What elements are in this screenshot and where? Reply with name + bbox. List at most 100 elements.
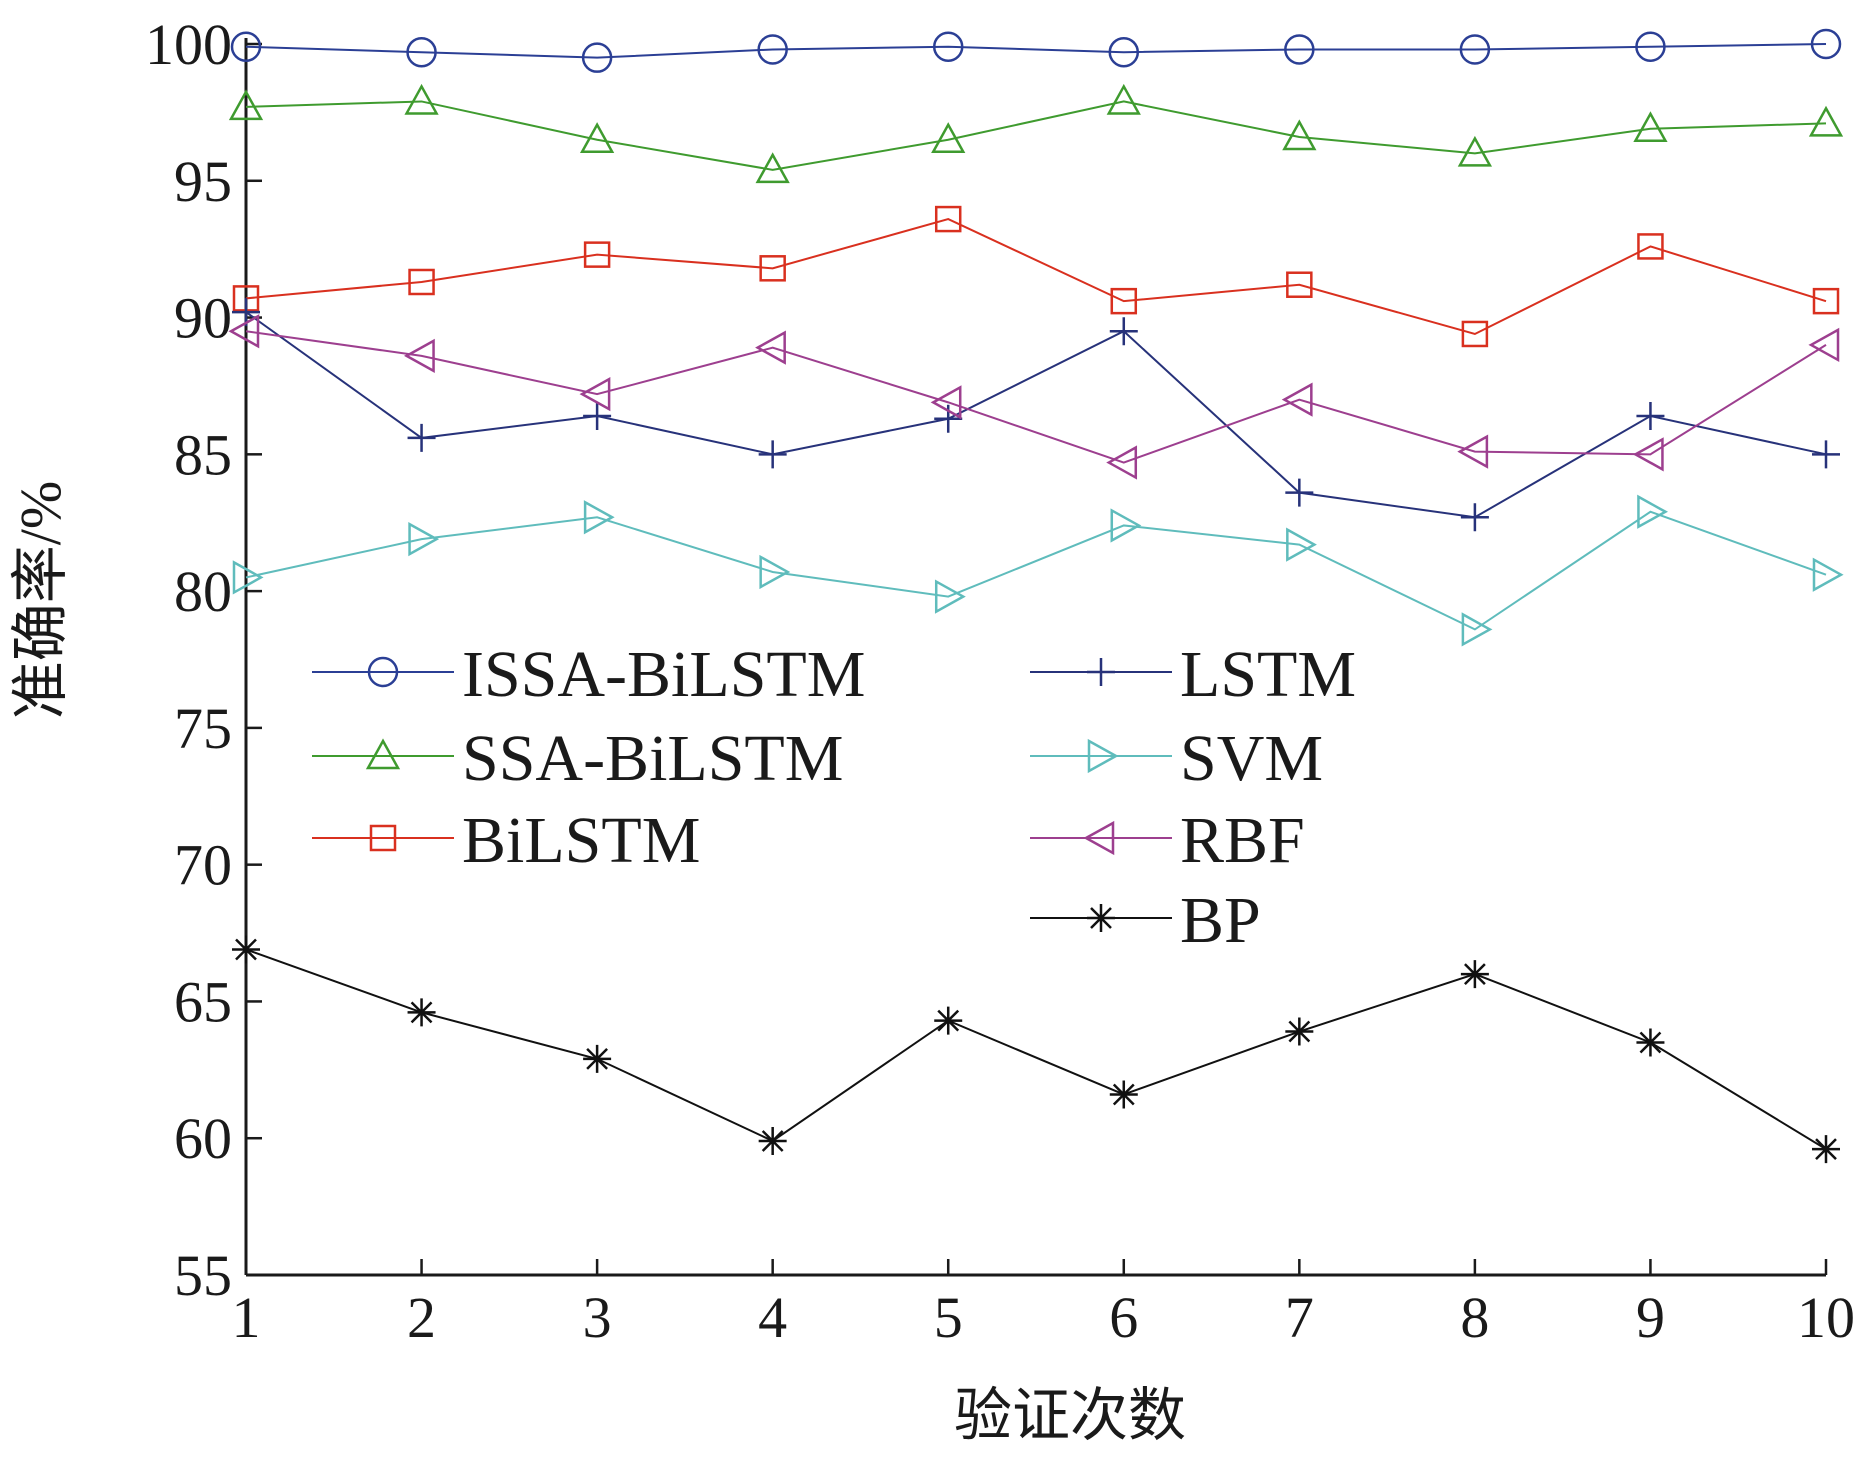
legend-marker [365,738,401,770]
data-point [232,560,264,595]
data-point [403,338,435,373]
data-point [404,83,439,115]
legend-entry-svm: SVM [1030,722,1323,795]
data-point [1808,327,1840,363]
series-issa-bilstm [230,28,1842,73]
legend-marker [1087,904,1115,932]
data-point [1285,1017,1314,1046]
data-point [407,423,436,452]
x-tick-label: 10 [1797,1285,1855,1350]
data-point [408,522,440,557]
legend-label: BP [1180,884,1261,957]
legend-marker [369,824,397,852]
data-point [1460,960,1489,989]
data-point [1286,271,1313,298]
data-point [1633,111,1668,143]
data-point [1457,135,1493,167]
data-point [1108,36,1140,68]
data-point [1286,527,1317,562]
data-point [759,255,786,282]
data-point [406,36,437,68]
legend-entry-lstm: LSTM [1030,638,1356,711]
y-tick-label: 70 [174,833,232,898]
data-point [583,500,615,535]
legend-entry-bp: BP [1030,884,1261,957]
data-point [228,89,264,121]
data-point [230,31,262,62]
data-point [228,314,260,349]
data-point [1284,34,1315,65]
y-tick-label: 60 [174,1106,232,1171]
data-point [1459,34,1491,65]
data-point [1110,508,1142,543]
data-point [1460,503,1489,532]
data-point [1109,1080,1138,1109]
series-line [245,510,1827,631]
legend-marker [1087,658,1115,686]
data-point [1637,494,1669,529]
x-tick-label: 2 [407,1285,436,1350]
legend-label: BiLSTM [462,804,700,877]
x-axis-label: 验证次数 [954,1383,1186,1448]
data-point [1461,612,1493,647]
data-point [1106,83,1141,115]
data-point [755,152,790,184]
legend-marker [367,656,399,688]
legend-label: SSA-BiLSTM [462,722,843,795]
series-lstm [232,298,1840,532]
data-point [1106,445,1138,480]
series-line [245,100,1827,171]
series-svm [232,494,1844,647]
data-point [1810,28,1842,60]
series-line [245,330,1827,464]
legend-label: RBF [1180,804,1305,877]
data-point [758,1126,787,1155]
data-point [1109,317,1138,346]
y-tick-label: 95 [174,149,232,214]
data-point [1632,437,1664,472]
data-point [1636,402,1665,431]
data-point [758,440,787,469]
series-bilstm [232,205,1840,348]
data-point [930,385,962,420]
data-point [1110,287,1138,315]
data-point [1461,320,1489,348]
data-point [407,998,436,1027]
series-layer [228,28,1844,1164]
data-point [759,554,791,590]
data-point [1281,382,1313,417]
x-tick-label: 6 [1109,1285,1138,1350]
data-point [757,34,788,65]
legend-label: LSTM [1180,638,1356,711]
y-tick-label: 55 [174,1243,232,1308]
data-point [1635,31,1666,62]
data-point [934,1006,963,1035]
data-point [1636,1028,1665,1057]
data-point [408,268,435,296]
data-point [934,404,963,433]
legend-marker [1083,820,1115,856]
data-point [1637,233,1664,260]
x-tick-label: 3 [583,1285,612,1350]
series-rbf [228,314,1840,480]
x-tick-label: 1 [232,1285,261,1350]
data-point [934,579,966,614]
data-point [1812,440,1840,469]
data-point [1812,1135,1840,1164]
data-point [932,31,964,62]
data-point [1282,119,1317,151]
x-tick-label: 9 [1636,1285,1665,1350]
data-point [232,298,260,327]
legend-marker [1087,738,1119,774]
data-point [579,377,611,412]
x-tick-label: 7 [1285,1285,1314,1350]
legend-entry-bilstm: BiLSTM [312,804,700,877]
series-line [245,218,1827,336]
y-tick-label: 85 [174,422,232,487]
data-point [583,402,612,431]
series-bp [232,935,1840,1164]
series-ssa-bilstm [228,83,1844,184]
y-tick-label: 65 [174,969,232,1034]
